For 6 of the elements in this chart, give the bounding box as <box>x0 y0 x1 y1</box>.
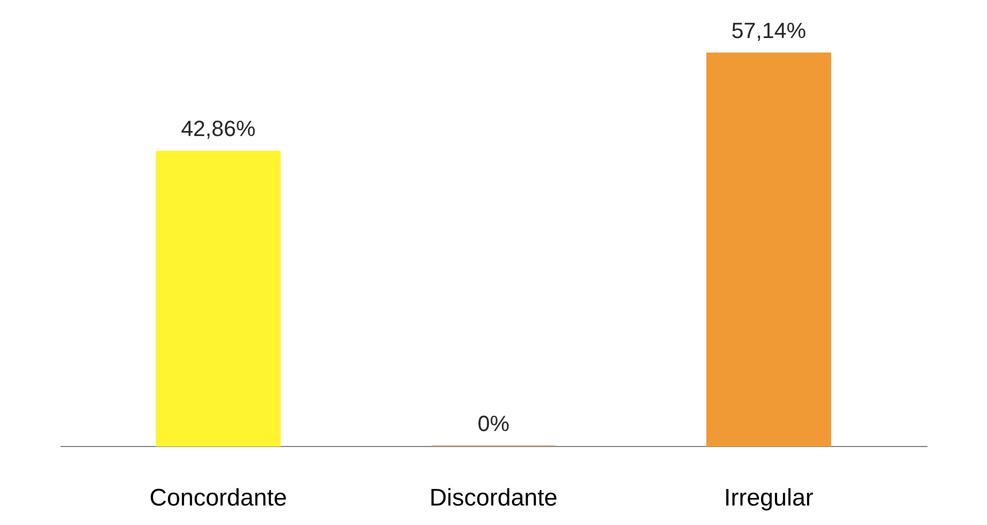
x-tick-label: Concordante <box>150 484 287 512</box>
data-label: 57,14% <box>731 18 806 43</box>
data-label: 42,86% <box>180 116 256 142</box>
data-label: 0% <box>478 411 510 436</box>
x-tick-label: Discordante <box>429 484 558 512</box>
x-tick-label: Irregular <box>724 484 814 512</box>
